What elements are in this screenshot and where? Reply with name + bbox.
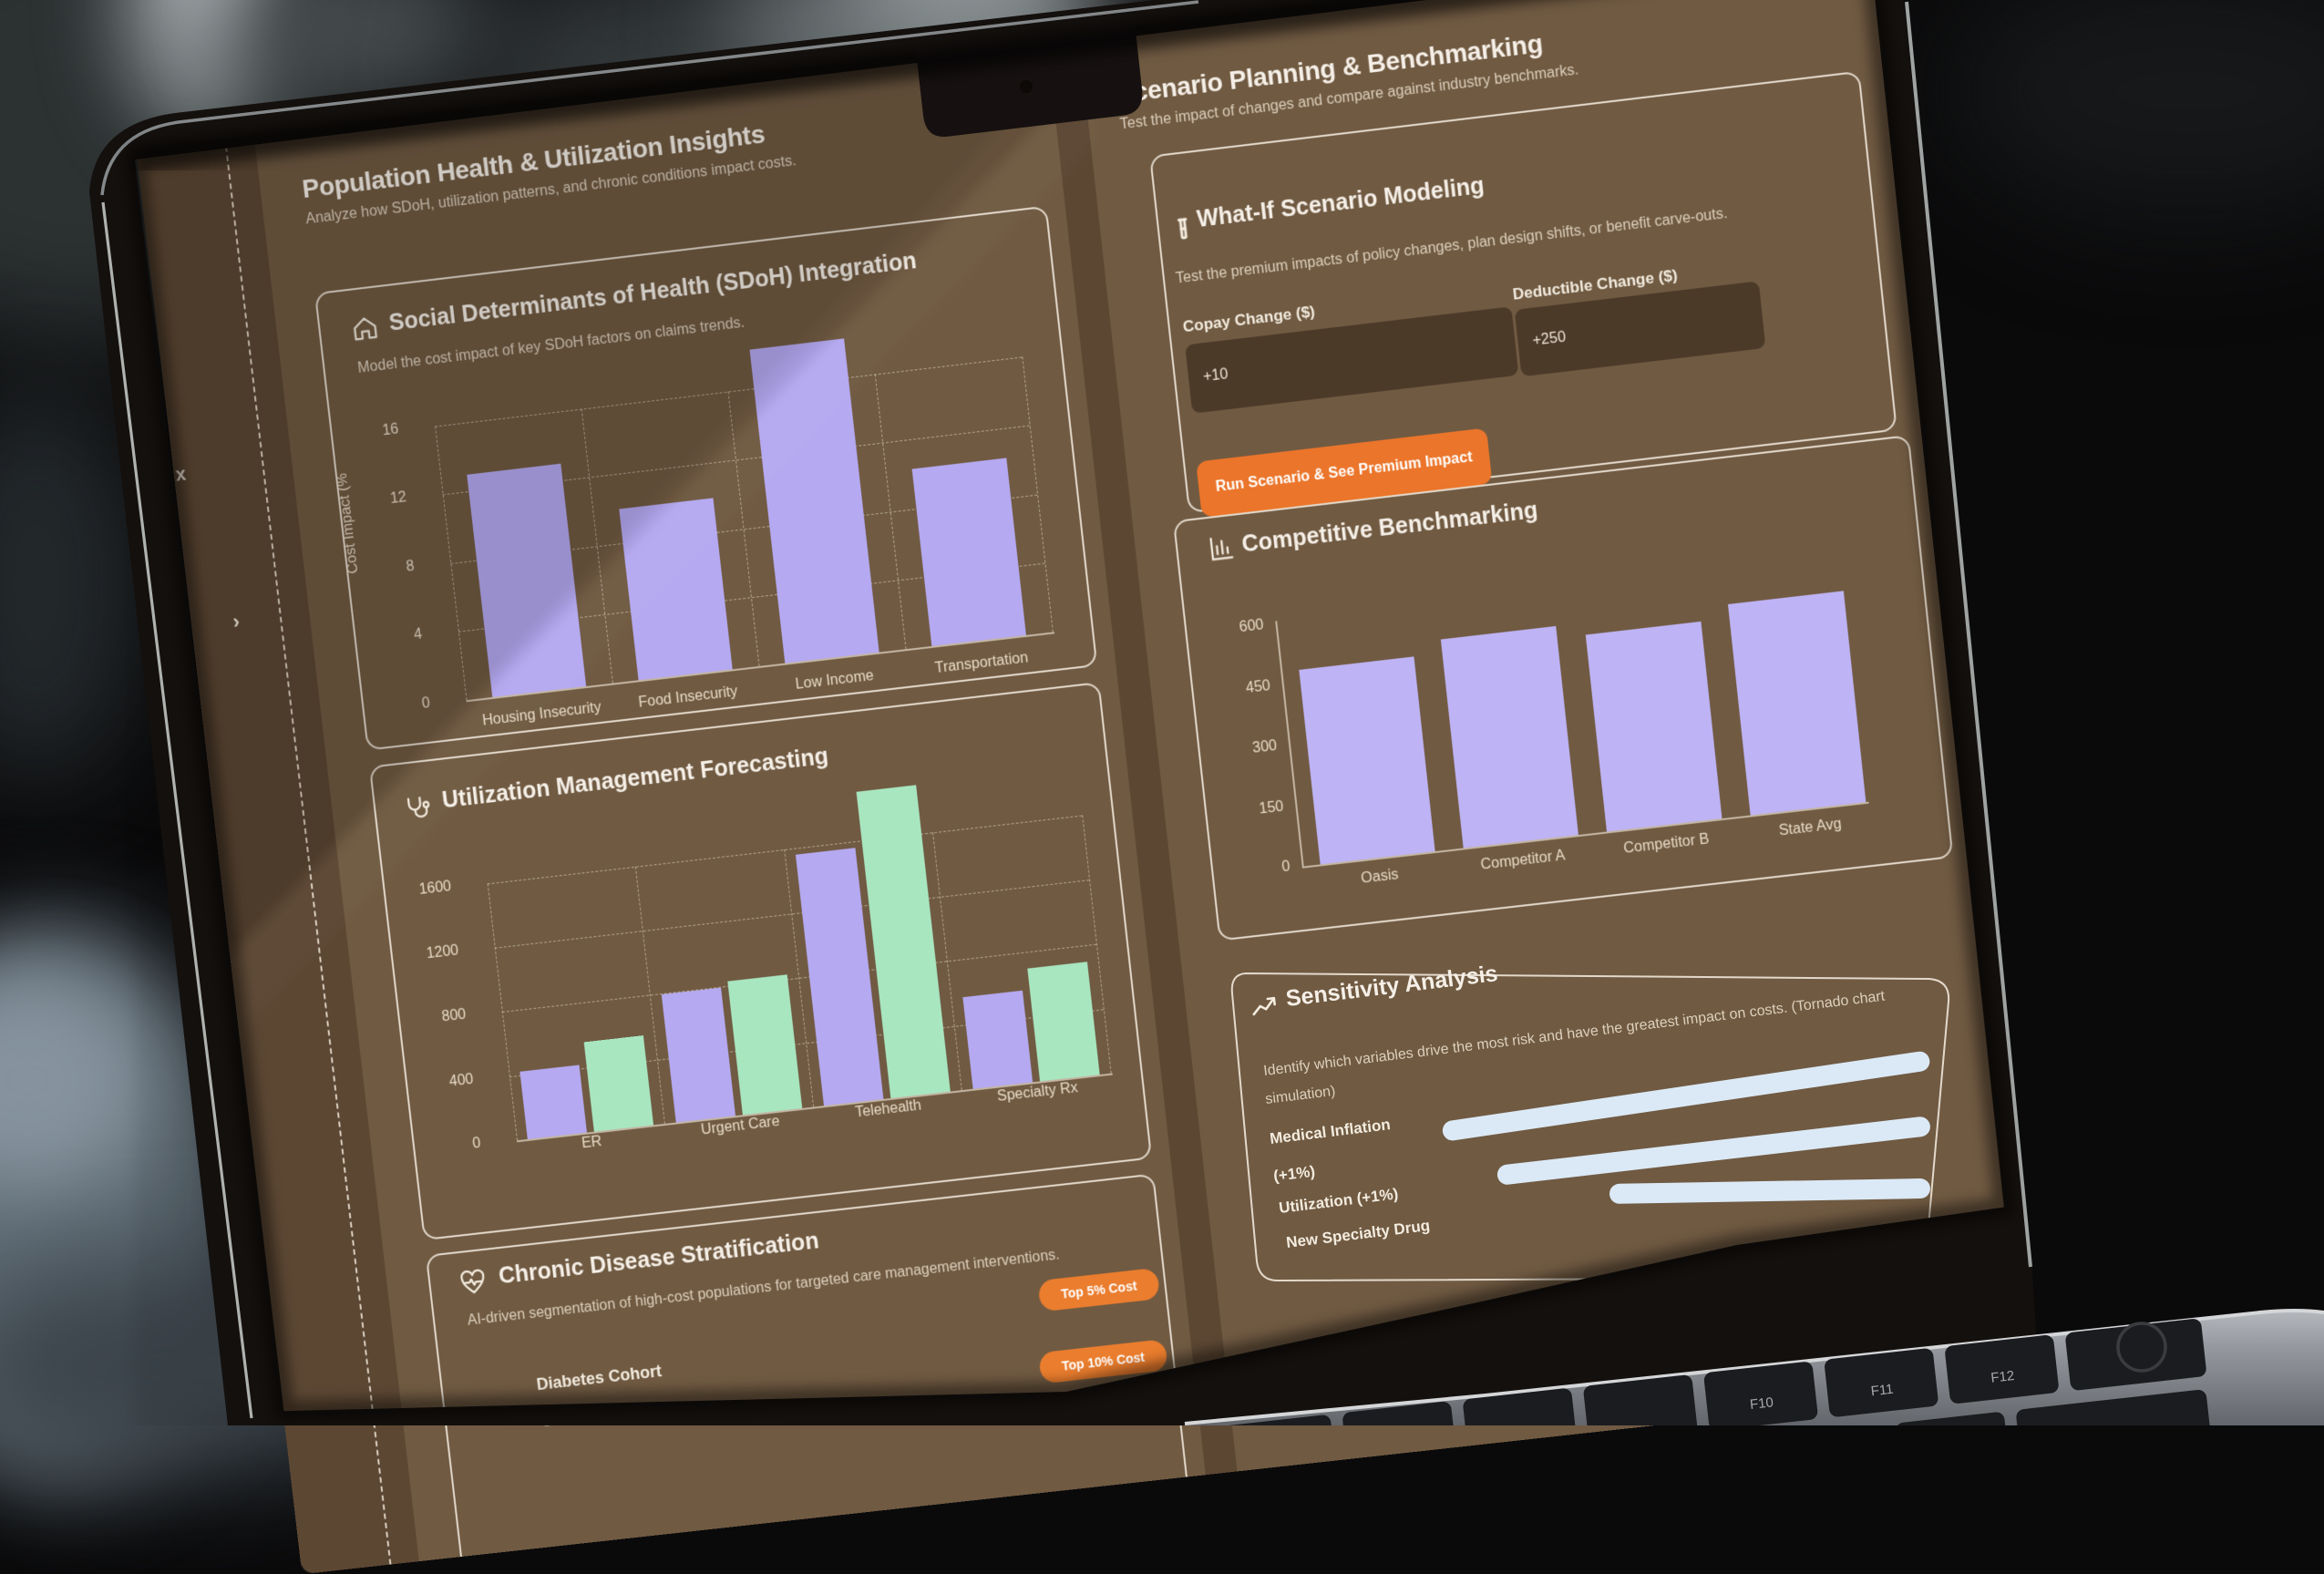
svg-text:F10: F10 (1749, 1394, 1774, 1413)
svg-text:simulation): simulation) (1264, 1084, 1336, 1107)
svg-text:Medical Inflation: Medical Inflation (1269, 1116, 1392, 1147)
svg-text:New Specialty Drug: New Specialty Drug (1285, 1217, 1431, 1251)
svg-text:(+1%): (+1%) (1272, 1163, 1316, 1185)
svg-text:Sensitivity Analysis: Sensitivity Analysis (1284, 961, 1499, 1012)
svg-text:F11: F11 (1870, 1382, 1894, 1400)
svg-text:Utilization (+1%): Utilization (+1%) (1278, 1185, 1399, 1217)
svg-text:F12: F12 (1990, 1368, 2016, 1386)
